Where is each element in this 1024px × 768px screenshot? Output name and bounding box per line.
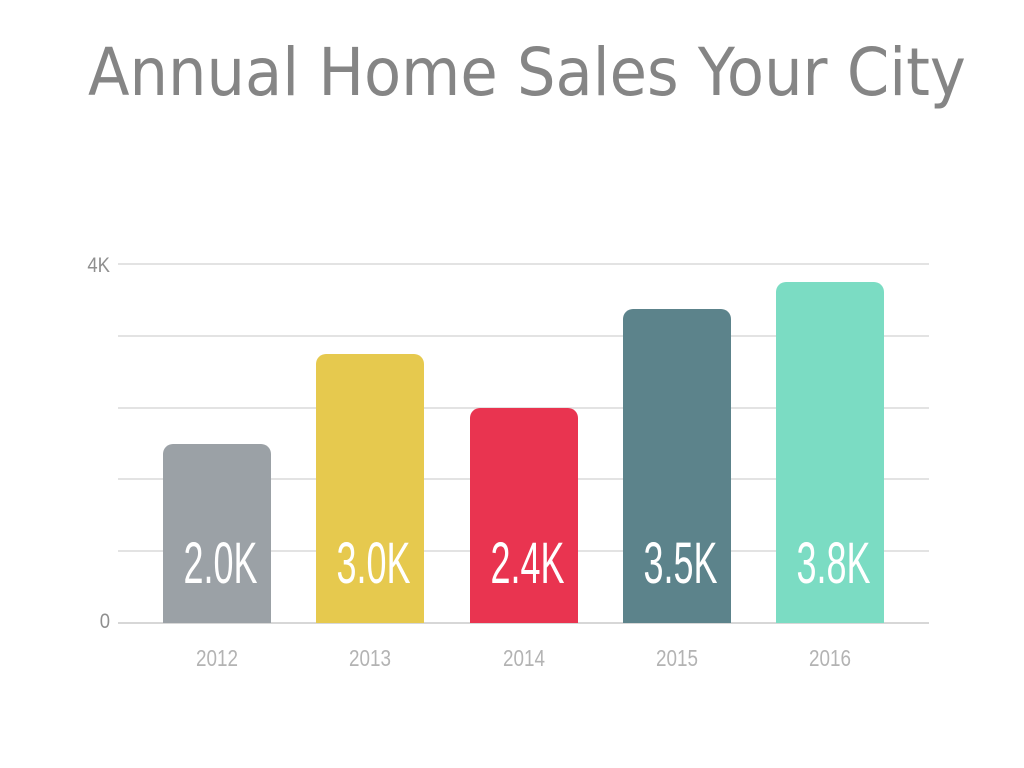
gridline xyxy=(118,334,929,337)
bar-2016: 3.8K xyxy=(776,281,884,623)
x-axis-labels: 2012 2013 2014 2015 2016 xyxy=(118,647,929,670)
bar-chart: 4K 0 2.0K 3.0K 2.4K 3.5K 3.8K 2012 2013 2014 20… xyxy=(87,255,929,670)
bar-value-label: 3.5K xyxy=(643,531,718,596)
x-axis-label-2016: 2016 xyxy=(809,645,851,671)
x-axis-label-2013: 2013 xyxy=(349,645,392,671)
chart-title: Annual Home Sales Your City xyxy=(88,34,966,111)
gridline xyxy=(118,263,929,265)
y-axis-tick-4k: 4K xyxy=(87,254,110,277)
bar-2015: 3.5K xyxy=(622,308,731,623)
bar-group: 2.0K 3.0K 2.4K 3.5K 3.8K xyxy=(118,264,929,623)
x-axis-label-2015: 2015 xyxy=(655,645,698,671)
x-axis-label-2014: 2014 xyxy=(502,645,545,671)
bar-value-label: 2.0K xyxy=(183,531,258,596)
x-axis-label-2012: 2012 xyxy=(196,645,238,671)
plot-area: 2.0K 3.0K 2.4K 3.5K 3.8K xyxy=(118,263,929,624)
bar-2013: 3.0K xyxy=(316,353,425,623)
bar-2014: 2.4K xyxy=(469,407,578,623)
y-axis-tick-0: 0 xyxy=(99,610,110,633)
x-axis-line xyxy=(118,622,929,624)
bar-value-label: 3.0K xyxy=(336,531,411,596)
bar-value-label: 3.8K xyxy=(796,531,871,596)
bar-value-label: 2.4K xyxy=(490,531,565,596)
bar-2012: 2.0K xyxy=(163,443,271,623)
